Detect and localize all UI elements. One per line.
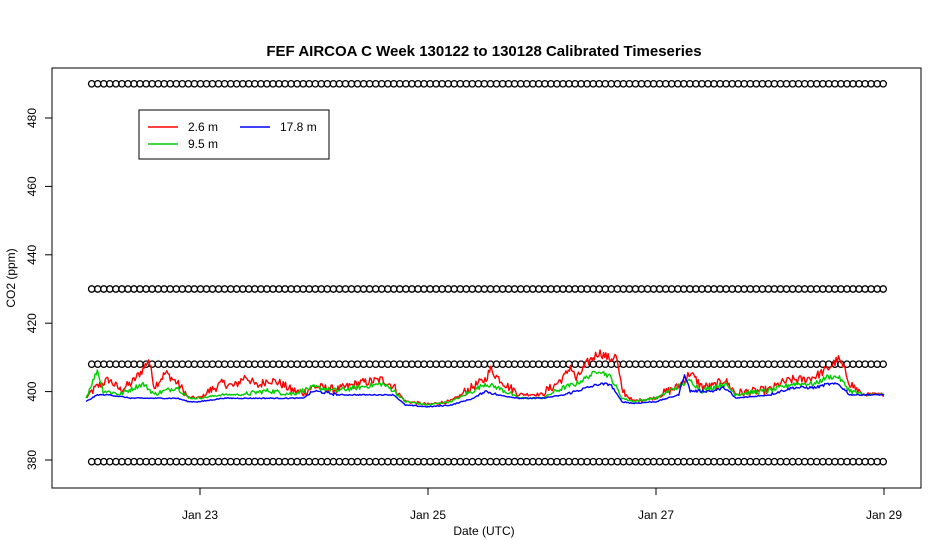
- series-line: [85, 369, 885, 406]
- legend-label: 17.8 m: [280, 120, 317, 134]
- reference-marker: [879, 79, 888, 88]
- y-tick-label: 440: [25, 244, 39, 264]
- x-tick-label: Jan 25: [410, 508, 446, 522]
- legend-box: [138, 109, 330, 160]
- y-tick-label: 480: [25, 108, 39, 128]
- y-axis: 380 400 420 440 460 480: [25, 108, 52, 470]
- chart-title: FEF AIRCOA C Week 130122 to 130128 Calib…: [266, 43, 701, 60]
- y-tick-label: 380: [25, 450, 39, 470]
- series-line: [85, 349, 884, 406]
- x-tick-label: Jan 29: [866, 508, 902, 522]
- x-axis: Jan 23 Jan 25 Jan 27 Jan 29: [182, 487, 902, 522]
- reference-markers: [87, 79, 888, 466]
- legend-label: 2.6 m: [188, 120, 218, 134]
- y-tick-label: 460: [25, 176, 39, 196]
- x-tick-label: Jan 23: [182, 508, 218, 522]
- reference-marker: [879, 457, 888, 466]
- series-layer: [85, 349, 885, 408]
- x-axis-label: Date (UTC): [453, 524, 514, 538]
- reference-marker: [879, 360, 888, 369]
- reference-marker: [879, 285, 888, 293]
- y-tick-label: 400: [25, 381, 39, 401]
- legend-label: 9.5 m: [188, 137, 218, 151]
- series-line: [85, 374, 885, 408]
- y-tick-label: 420: [25, 313, 39, 333]
- x-tick-label: Jan 27: [638, 508, 674, 522]
- legend: 2.6 m 9.5 m 17.8 m: [138, 109, 330, 160]
- y-axis-label: CO2 (ppm): [4, 248, 18, 307]
